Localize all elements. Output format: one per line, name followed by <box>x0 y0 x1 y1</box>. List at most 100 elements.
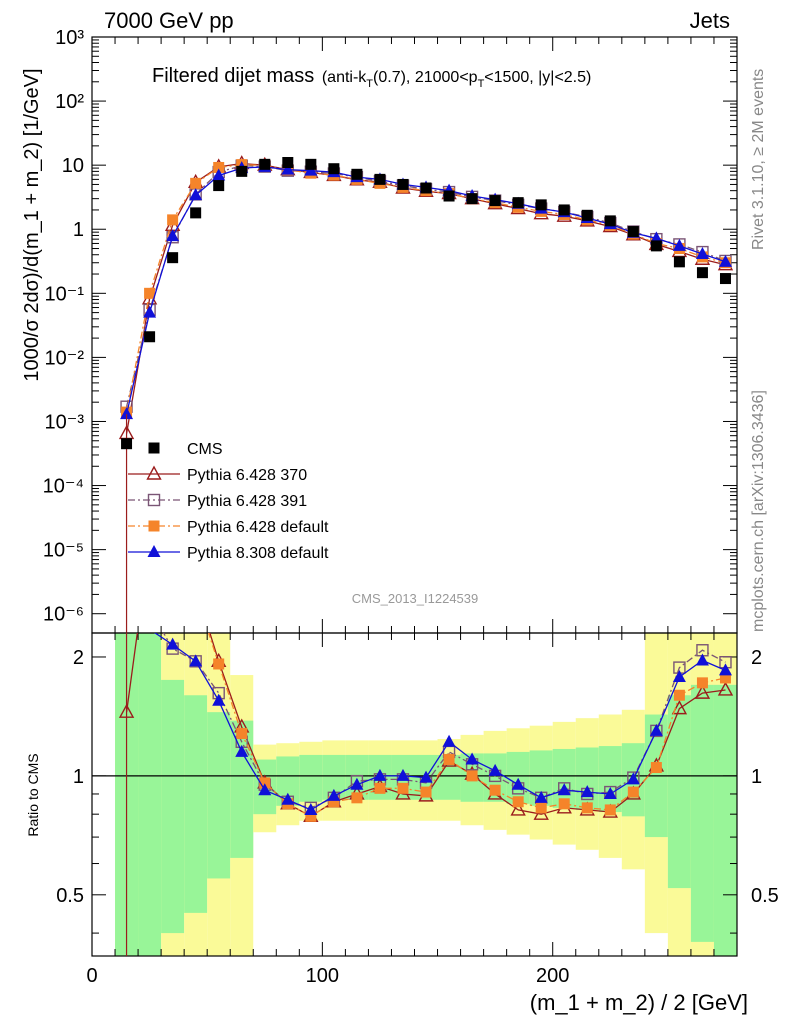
ratio-point-p6def <box>236 728 248 740</box>
ratio-line-p391 <box>162 633 726 809</box>
rivet-label: Rivet 3.1.10, ≥ 2M events <box>750 69 767 250</box>
y-tick-label: 10⁻⁴ <box>43 476 84 498</box>
legend-marker <box>148 442 160 454</box>
point-p8def <box>212 168 226 181</box>
ratio-y-tick-label-right: 2 <box>751 647 762 669</box>
ratio-series-layer <box>118 633 734 956</box>
y-tick-label: 10² <box>55 91 84 113</box>
legend-entry: Pythia 6.428 391 <box>187 493 307 510</box>
ratio-point-p8def <box>718 663 732 676</box>
green-band-bin <box>713 684 737 956</box>
ratio-point-p8def <box>419 770 433 783</box>
legend-marker <box>147 493 161 507</box>
point-cms <box>673 256 685 268</box>
chart-title-sub-index1: T <box>366 78 373 90</box>
point-cms <box>696 267 708 279</box>
y-tick-label: 10⁻⁵ <box>43 540 84 562</box>
ratio-y-tick-label: 2 <box>73 647 84 669</box>
point-cms <box>443 190 455 202</box>
ratio-point-p8def <box>327 788 341 801</box>
point-p6def <box>190 177 202 189</box>
ratio-point-p6def <box>696 677 708 689</box>
point-cms <box>397 178 409 190</box>
ratio-point-p370 <box>510 801 526 816</box>
ratio-point-p370 <box>671 700 688 715</box>
ratio-point-p8def <box>465 752 479 765</box>
main-x-ticks <box>91 37 738 633</box>
ratio-uncertainty-bands <box>115 633 737 956</box>
ratio-point-p8def <box>488 763 502 776</box>
ratio-point-p8def <box>695 653 709 666</box>
main-y-axis: 10⁻⁶ 10⁻⁵ 10⁻⁴ 10⁻³ 10⁻² 10⁻¹ 1 10 10² 10³ <box>43 27 737 626</box>
legend-entry: Pythia 6.428 default <box>187 519 329 536</box>
y-tick-label: 10³ <box>55 27 84 49</box>
ratio-point-p8def <box>235 744 249 757</box>
point-cms <box>466 193 478 205</box>
point-cms <box>512 197 524 209</box>
ratio-point-p8def <box>396 768 410 781</box>
green-band-bin <box>299 754 323 802</box>
series-line-p370 <box>125 162 726 434</box>
point-cms <box>167 252 179 264</box>
green-band-bin <box>184 695 208 913</box>
ratio-point-p6def <box>259 777 271 789</box>
ratio-point-p6def <box>443 754 455 766</box>
ratio-point-p8def <box>603 786 617 799</box>
series-line-p8def <box>125 166 726 415</box>
ratio-axes: 0 100 200 0.5 0.5 1 1 2 2 <box>56 633 779 987</box>
ratio-point-p8def <box>649 723 663 736</box>
ratio-point-p6def <box>719 672 731 684</box>
ratio-point-p6def <box>489 784 501 796</box>
series-line-p6def <box>125 163 726 413</box>
watermark: CMS_2013_I1224539 <box>352 591 479 606</box>
ratio-point-p8def <box>189 654 203 667</box>
ratio-point-p6def <box>213 658 225 670</box>
point-cms <box>213 180 225 192</box>
ratio-point-p8def <box>442 734 456 747</box>
point-cms <box>305 158 317 170</box>
y-tick-label: 10⁻⁶ <box>43 604 84 626</box>
point-cms <box>604 215 616 227</box>
ratio-point-p6def <box>673 689 685 701</box>
point-cms <box>489 195 501 207</box>
green-band-bin <box>161 679 185 934</box>
point-cms <box>190 207 202 219</box>
point-p8def <box>672 238 686 251</box>
ratio-point-p8def <box>534 790 548 803</box>
green-band-bin <box>575 747 599 810</box>
main-y-label: 1000/σ 2dσ)/d(m_1 + m_2) [1/GeV] <box>21 68 43 381</box>
legend: CMS Pythia 6.428 370 Pythia 6.428 391 Pythi… <box>128 441 329 562</box>
ratio-point-p6def <box>305 810 317 822</box>
legend-marker <box>147 545 161 557</box>
chart-title-sub-index2: T <box>478 78 485 90</box>
point-p6def <box>167 214 179 226</box>
ratio-y-label: Ratio to CMS <box>25 753 41 836</box>
chart-title: Filtered dijet mass (anti-kT(0.7), 21000… <box>152 65 591 90</box>
chart-title-sub-mid: (0.7), 21000<p <box>373 69 478 86</box>
point-cms <box>558 204 570 216</box>
ratio-point-p8def <box>212 693 226 706</box>
point-cms <box>374 173 386 185</box>
green-band-bin <box>690 684 714 942</box>
ratio-point-p6def <box>397 782 409 794</box>
y-tick-label: 10⁻¹ <box>45 283 85 305</box>
ratio-point-p6def <box>420 786 432 798</box>
header-left: 7000 GeV pp <box>104 8 234 33</box>
ratio-point-p6def <box>466 770 478 782</box>
legend-marker <box>148 520 160 532</box>
ratio-point-p6def <box>535 802 547 814</box>
ratio-point-p370 <box>717 681 734 696</box>
y-tick-label: 10 <box>62 155 84 177</box>
ratio-point-p6def <box>512 796 524 808</box>
green-band-bin <box>322 754 346 800</box>
point-cms <box>581 209 593 221</box>
y-tick-label: 10⁻² <box>45 347 85 369</box>
ratio-point-p8def <box>672 669 686 682</box>
point-cms <box>144 331 156 343</box>
chart-title-sub: (anti-k <box>322 69 367 86</box>
ratio-point-p6def <box>604 804 616 816</box>
point-cms <box>351 168 363 180</box>
legend-marker <box>146 465 162 480</box>
legend-entry: Pythia 6.428 370 <box>187 467 307 484</box>
ratio-point-p6def <box>650 762 662 774</box>
